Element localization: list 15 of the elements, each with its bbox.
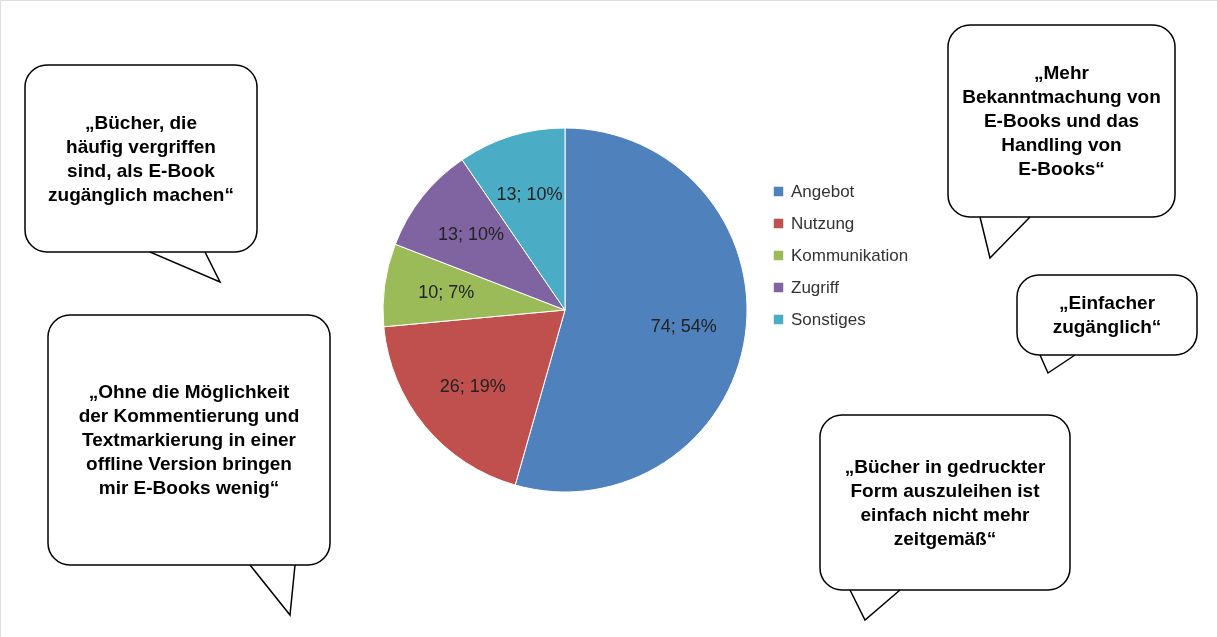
data-label: 26; 19% — [439, 375, 506, 396]
legend-label: Zugriff — [791, 277, 840, 297]
legend-label: Angebot — [791, 181, 855, 201]
data-label: 10; 7% — [418, 282, 475, 303]
text: „Mehr Bekanntmachung von E-Books und das Handling von E-Books“ — [962, 62, 1161, 179]
data-label: 13; 10% — [437, 224, 504, 245]
data-label: 13; 10% — [496, 184, 563, 205]
text: „Bücher, die häufig vergriffen sind, als E-Book zugänglich machen“ — [48, 111, 234, 205]
data-label: 74; 54% — [650, 315, 717, 336]
text: „Ohne die Möglichkeit der Kommentierung und Textmarkierung in einer offline Version bringen mir E-Books wenig“ — [78, 381, 300, 498]
legend-label: Sonstiges — [791, 309, 866, 329]
legend-label: Kommunikation — [791, 245, 909, 265]
text: „Einfacher zugänglich“ — [1052, 292, 1162, 337]
text: „Bücher in gedruckter Form auszuleihen ist einfach nicht mehr zeitgemäß“ — [844, 455, 1046, 549]
legend-label: Nutzung — [791, 213, 855, 233]
